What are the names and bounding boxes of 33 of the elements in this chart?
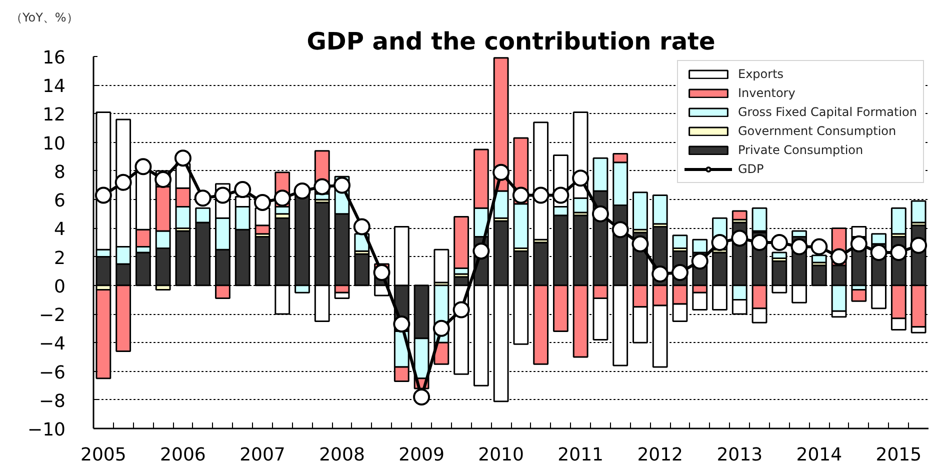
y-axis-title: （YoY、%） xyxy=(10,10,78,24)
y-tick-label: −8 xyxy=(38,390,66,412)
x-tick-label: 2006 xyxy=(160,444,206,466)
x-tick-label: 2005 xyxy=(80,444,126,466)
y-tick-label: 2 xyxy=(54,248,66,269)
legend-label: Gross Fixed Capital Formation xyxy=(738,105,917,119)
y-tick-label: 14 xyxy=(42,76,66,98)
x-tick-label: 2008 xyxy=(319,444,365,466)
legend-label: Inventory xyxy=(738,86,796,100)
x-tick-label: 2014 xyxy=(796,444,842,466)
x-tick-label: 2013 xyxy=(716,444,763,466)
legend-label: Government Consumption xyxy=(738,124,896,138)
y-tick-label: 16 xyxy=(42,48,66,68)
y-tick-label: 12 xyxy=(42,104,66,126)
y-tick-label: 6 xyxy=(54,190,66,212)
y-tick-label: −10 xyxy=(28,420,66,440)
x-tick-label: 2007 xyxy=(240,444,286,466)
y-tick-label: −2 xyxy=(38,305,66,326)
x-tick-label: 2011 xyxy=(558,444,604,466)
y-tick-label: 10 xyxy=(42,133,66,154)
y-tick-label: 0 xyxy=(54,276,66,298)
y-tick-label: 8 xyxy=(54,162,66,183)
legend-label: Private Consumption xyxy=(738,143,864,157)
x-tick-label: 2010 xyxy=(478,444,524,466)
x-tick-label: 2009 xyxy=(398,444,444,466)
y-tick-label: 4 xyxy=(54,219,66,240)
legend-label: Exports xyxy=(738,67,784,81)
y-tick-label: −6 xyxy=(38,362,66,384)
y-tick-label: −4 xyxy=(38,334,66,355)
x-tick-label: 2015 xyxy=(876,444,922,466)
chart-title: GDP and the contribution rate xyxy=(306,28,716,56)
legend-label: GDP xyxy=(738,162,764,176)
x-tick-label: 2012 xyxy=(637,444,684,466)
